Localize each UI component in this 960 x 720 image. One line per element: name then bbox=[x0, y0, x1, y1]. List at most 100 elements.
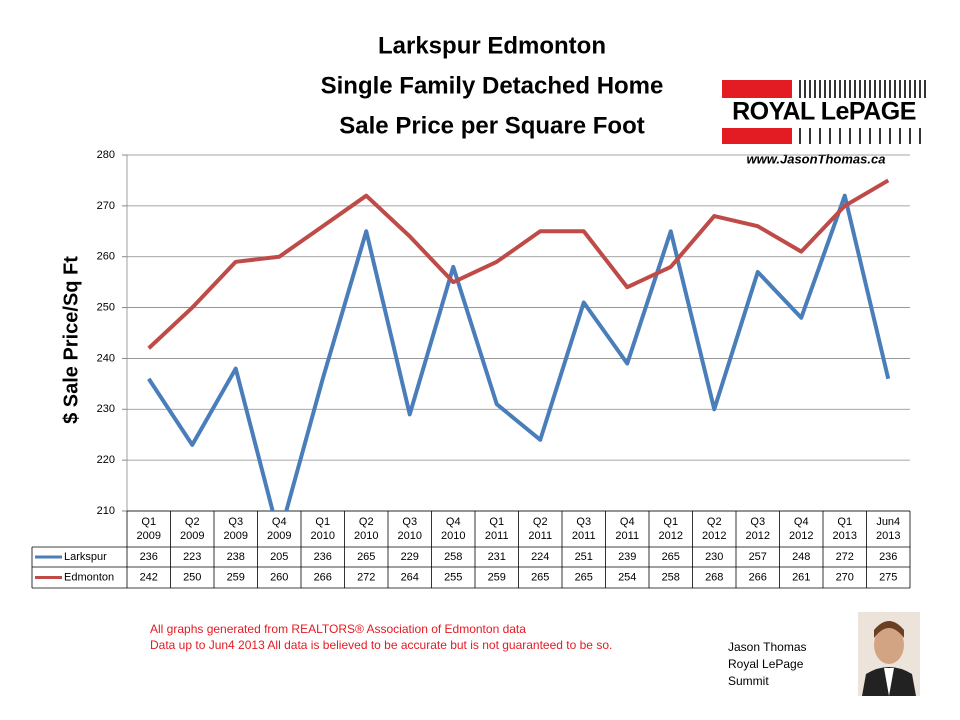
table-value: 258 bbox=[444, 551, 462, 563]
x-tick-label-line: 2009 bbox=[267, 530, 291, 542]
x-tick-label-line: 2009 bbox=[224, 530, 248, 542]
x-tick-label-line: Q3 bbox=[750, 516, 765, 528]
table-value: 205 bbox=[270, 551, 288, 563]
y-tick-label: 220 bbox=[97, 454, 115, 466]
table-value: 236 bbox=[314, 551, 332, 563]
table-value: 266 bbox=[314, 571, 332, 583]
x-tick-label-line: Q2 bbox=[533, 516, 548, 528]
table-value: 275 bbox=[879, 571, 897, 583]
y-tick-label: 230 bbox=[97, 403, 115, 415]
table-value: 265 bbox=[575, 571, 593, 583]
x-tick-label-line: Q3 bbox=[402, 516, 417, 528]
x-tick-label: Q2 2009 bbox=[180, 516, 204, 542]
x-tick-label: Q3 2009 bbox=[224, 516, 248, 542]
logo-block bbox=[722, 80, 792, 98]
table-value: 265 bbox=[357, 551, 375, 563]
table-value: 223 bbox=[183, 551, 201, 563]
table-value: 239 bbox=[618, 551, 636, 563]
table-value: 266 bbox=[749, 571, 767, 583]
x-tick-label-line: 2011 bbox=[528, 530, 552, 542]
x-tick-label: Q4 2009 bbox=[267, 516, 291, 542]
table-value: 272 bbox=[836, 551, 854, 563]
x-tick-label: Q4 2011 bbox=[615, 516, 639, 542]
x-tick-label-line: Q2 bbox=[185, 516, 200, 528]
y-tick-label: 250 bbox=[97, 301, 115, 313]
y-tick-label: 240 bbox=[97, 352, 115, 364]
title-line: Larkspur Edmonton bbox=[378, 32, 606, 59]
author-line: Royal LePage bbox=[728, 657, 804, 671]
logo-bars bbox=[799, 80, 926, 144]
x-tick-label-line: 2009 bbox=[137, 530, 161, 542]
x-tick-label-line: Q1 bbox=[837, 516, 852, 528]
table-value: 238 bbox=[227, 551, 245, 563]
x-tick-label-line: Jun4 bbox=[876, 516, 900, 528]
x-tick-label: Q1 2011 bbox=[485, 516, 509, 542]
x-tick-label-line: 2009 bbox=[180, 530, 204, 542]
table-value: 258 bbox=[662, 571, 680, 583]
logo-text: ROYAL LePAGE bbox=[732, 98, 916, 126]
x-tick-label-line: Q4 bbox=[794, 516, 809, 528]
x-tick-label-line: Q4 bbox=[272, 516, 287, 528]
x-tick-label: Q1 2012 bbox=[659, 516, 683, 542]
footer-note: All graphs generated from REALTORS® Asso… bbox=[150, 622, 526, 636]
x-tick-label: Q2 2011 bbox=[528, 516, 552, 542]
table-value: 260 bbox=[270, 571, 288, 583]
x-tick-label-line: 2012 bbox=[746, 530, 770, 542]
x-tick-label-line: Q1 bbox=[663, 516, 678, 528]
table-value: 257 bbox=[749, 551, 767, 563]
series-line bbox=[147, 193, 891, 511]
x-tick-label: Q4 2012 bbox=[789, 516, 813, 542]
y-tick-label: 280 bbox=[97, 149, 115, 161]
x-tick-label-line: Q2 bbox=[359, 516, 374, 528]
table-value: 259 bbox=[488, 571, 506, 583]
website: www.JasonThomas.ca bbox=[747, 151, 886, 166]
x-tick-label: Q4 2010 bbox=[441, 516, 465, 542]
x-tick-label: Q1 2013 bbox=[833, 516, 857, 542]
table-value: 242 bbox=[140, 571, 158, 583]
x-tick-label-line: 2010 bbox=[398, 530, 422, 542]
table-value: 265 bbox=[531, 571, 549, 583]
table-value: 268 bbox=[705, 571, 723, 583]
x-tick-label-line: Q2 bbox=[707, 516, 722, 528]
table-value: 264 bbox=[401, 571, 419, 583]
table-value: 236 bbox=[879, 551, 897, 563]
table-value: 231 bbox=[488, 551, 506, 563]
author-photo bbox=[858, 612, 920, 696]
x-tick-label: Q2 2012 bbox=[702, 516, 726, 542]
table-value: 265 bbox=[662, 551, 680, 563]
table-value: 254 bbox=[618, 571, 636, 583]
author-line: Summit bbox=[728, 674, 769, 688]
y-tick-label: 270 bbox=[97, 200, 115, 212]
x-tick-label-line: 2011 bbox=[615, 530, 639, 542]
logo-block bbox=[722, 128, 792, 144]
table-value: 250 bbox=[183, 571, 201, 583]
x-tick-label-line: 2011 bbox=[485, 530, 509, 542]
footer-note: Data up to Jun4 2013 All data is believe… bbox=[150, 638, 612, 652]
x-tick-label-line: Q1 bbox=[141, 516, 156, 528]
table-value: 251 bbox=[575, 551, 593, 563]
table-value: 230 bbox=[705, 551, 723, 563]
y-tick-label: 260 bbox=[97, 251, 115, 263]
x-tick-label-line: Q3 bbox=[228, 516, 243, 528]
x-tick-label-line: 2011 bbox=[572, 530, 596, 542]
y-tick-label: 210 bbox=[97, 505, 115, 517]
x-tick-label: Q3 2011 bbox=[572, 516, 596, 542]
y-axis-label: $ Sale Price/Sq Ft bbox=[60, 256, 82, 424]
table-value: 272 bbox=[357, 571, 375, 583]
table-value: 259 bbox=[227, 571, 245, 583]
table-value: 255 bbox=[444, 571, 462, 583]
legend-label: Edmonton bbox=[64, 571, 114, 583]
x-tick-label-line: 2012 bbox=[702, 530, 726, 542]
x-tick-label-line: 2010 bbox=[311, 530, 335, 542]
title-line: Single Family Detached Home bbox=[321, 72, 664, 99]
table-value: 229 bbox=[401, 551, 419, 563]
table-value: 270 bbox=[836, 571, 854, 583]
x-tick-label: Q3 2010 bbox=[398, 516, 422, 542]
x-tick-label-line: Q1 bbox=[315, 516, 330, 528]
x-tick-label-line: Q4 bbox=[446, 516, 461, 528]
x-tick-label-line: Q4 bbox=[620, 516, 635, 528]
x-tick-label-line: Q1 bbox=[489, 516, 504, 528]
x-tick-label: Q3 2012 bbox=[746, 516, 770, 542]
table-value: 248 bbox=[792, 551, 810, 563]
